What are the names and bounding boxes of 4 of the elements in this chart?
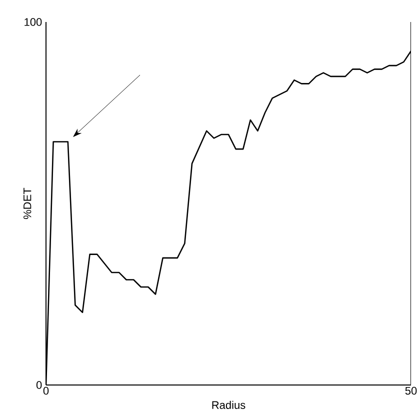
x-axis-title: Radius — [212, 400, 246, 409]
y-axis-title: %DET — [23, 188, 32, 219]
y-tick-label: 100 — [24, 18, 42, 26]
x-tick-label: 50 — [405, 386, 417, 395]
